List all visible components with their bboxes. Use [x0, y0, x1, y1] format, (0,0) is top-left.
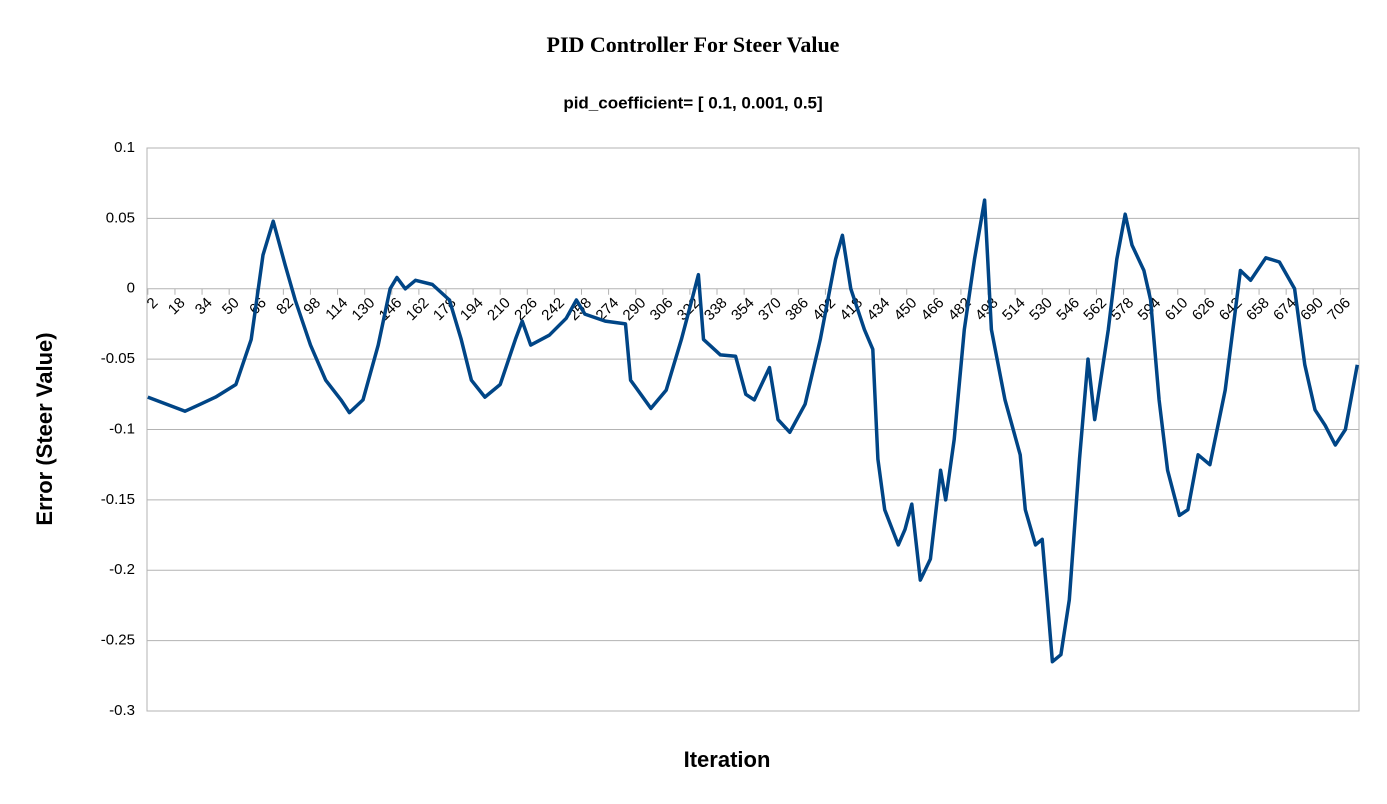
x-tick-label: 562 — [1080, 294, 1110, 324]
x-tick-label: 610 — [1162, 294, 1192, 324]
y-tick-label: -0.1 — [109, 420, 135, 437]
y-tick-label: -0.2 — [109, 561, 135, 578]
x-axis-title: Iteration — [684, 747, 771, 772]
data-line — [147, 198, 1360, 664]
x-tick-label: 162 — [403, 294, 433, 324]
x-tick-label: 50 — [219, 294, 243, 318]
x-tick-label: 130 — [349, 294, 379, 324]
x-tick-label: 642 — [1216, 294, 1246, 324]
x-tick-label: 194 — [457, 294, 487, 324]
x-tick-label: 146 — [376, 294, 406, 324]
x-tick-label: 226 — [511, 294, 541, 324]
x-tick-label: 658 — [1243, 294, 1273, 324]
chart-subtitle: pid_coefficient= [ 0.1, 0.001, 0.5] — [563, 93, 822, 112]
x-tick-label: 498 — [972, 294, 1002, 324]
x-tick-label: 370 — [755, 294, 785, 324]
x-tick-label: 706 — [1324, 294, 1354, 324]
y-tick-label: 0 — [127, 280, 135, 297]
x-tick-label: 338 — [701, 294, 731, 324]
x-tick-label: 18 — [165, 294, 189, 318]
x-tick-label: 34 — [192, 294, 216, 318]
y-tick-label: -0.25 — [101, 632, 135, 649]
y-tick-label: 0.05 — [106, 209, 135, 226]
x-tick-label: 434 — [864, 294, 894, 324]
y-tick-label: -0.05 — [101, 350, 135, 367]
x-tick-label: 466 — [918, 294, 948, 324]
y-tick-label: -0.3 — [109, 702, 135, 719]
y-tick-label: 0.1 — [114, 139, 135, 156]
x-tick-label: 98 — [300, 294, 324, 318]
x-tick-label: 306 — [647, 294, 677, 324]
y-axis-title: Error (Steer Value) — [32, 332, 57, 525]
chart-title: PID Controller For Steer Value — [547, 32, 840, 57]
x-tick-label: 626 — [1189, 294, 1219, 324]
x-tick-label: 114 — [322, 294, 351, 323]
x-tick-label: 514 — [999, 294, 1029, 324]
x-tick-label: 386 — [782, 294, 812, 324]
x-tick-label: 210 — [484, 294, 514, 324]
y-tick-label: -0.15 — [101, 491, 135, 508]
x-tick-label: 450 — [891, 294, 921, 324]
x-tick-label: 2 — [144, 294, 162, 312]
x-tick-label: 290 — [620, 294, 650, 324]
x-tick-label: 530 — [1026, 294, 1056, 324]
x-tick-label: 546 — [1053, 294, 1083, 324]
x-tick-label: 690 — [1297, 294, 1327, 324]
x-tick-label: 354 — [728, 294, 758, 324]
